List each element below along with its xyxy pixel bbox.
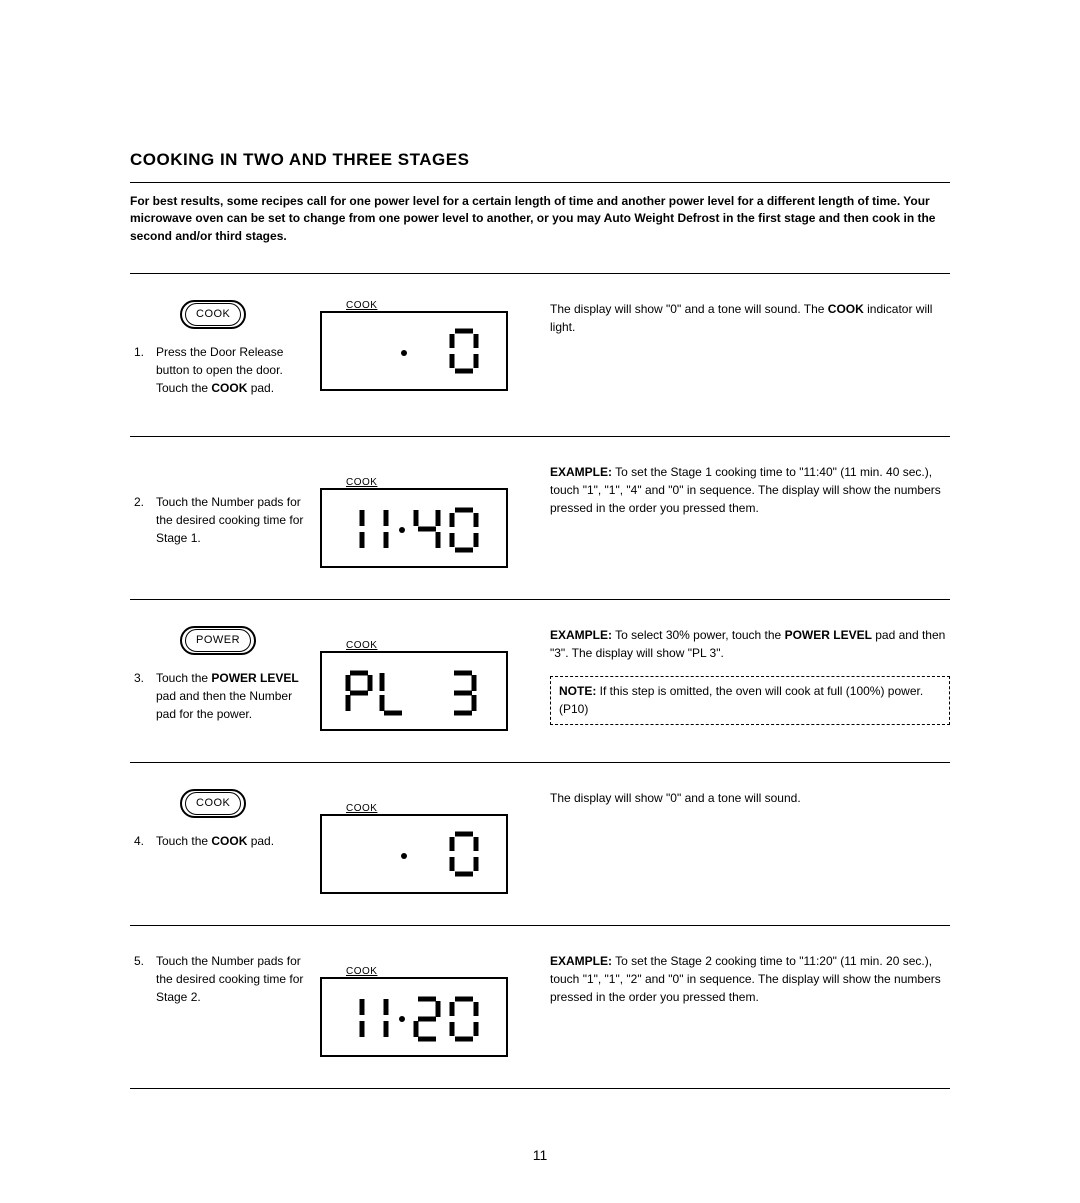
note-box: NOTE: If this step is omitted, the oven … bbox=[550, 676, 950, 725]
step-1-right: The display will show "0" and a tone wil… bbox=[550, 300, 950, 336]
step-number: 4. bbox=[130, 832, 144, 850]
cook-button: COOK bbox=[180, 300, 246, 329]
divider bbox=[130, 273, 950, 274]
lcd-indicator-label: COOK bbox=[346, 640, 377, 651]
step-number: 1. bbox=[130, 343, 144, 361]
step-5-text: Touch the Number pads for the desired co… bbox=[156, 952, 310, 1006]
step-1-display: COOK bbox=[320, 300, 540, 391]
lcd-digits-icon bbox=[334, 989, 494, 1045]
step-5: 5. Touch the Number pads for the desired… bbox=[130, 942, 950, 1072]
step-1-left: COOK 1. Press the Door Release button to… bbox=[130, 300, 310, 397]
step-5-display: COOK bbox=[320, 952, 540, 1057]
step-2-display: COOK bbox=[320, 463, 540, 568]
step-2-left: 2. Touch the Number pads for the desired… bbox=[130, 463, 310, 547]
cook-button-label: COOK bbox=[185, 792, 241, 815]
cook-button-label: COOK bbox=[185, 303, 241, 326]
step-4-text: Touch the COOK pad. bbox=[156, 832, 274, 850]
step-2: 2. Touch the Number pads for the desired… bbox=[130, 453, 950, 583]
step-number: 3. bbox=[130, 669, 144, 687]
step-2-right: EXAMPLE: To set the Stage 1 cooking time… bbox=[550, 463, 950, 517]
step-number: 5. bbox=[130, 952, 144, 970]
intro-paragraph: For best results, some recipes call for … bbox=[130, 193, 950, 245]
step-5-left: 5. Touch the Number pads for the desired… bbox=[130, 952, 310, 1006]
manual-page: COOKING IN TWO AND THREE STAGES For best… bbox=[0, 0, 1080, 1203]
lcd-screen bbox=[320, 814, 508, 894]
power-button-label: POWER bbox=[185, 629, 251, 652]
lcd-digits-icon bbox=[334, 500, 494, 556]
lcd-screen bbox=[320, 311, 508, 391]
divider bbox=[130, 762, 950, 763]
step-number: 2. bbox=[130, 493, 144, 511]
section-title: COOKING IN TWO AND THREE STAGES bbox=[130, 150, 950, 170]
step-1-text: Press the Door Release button to open th… bbox=[156, 343, 310, 397]
page-number: 11 bbox=[130, 1127, 950, 1163]
step-3: POWER 3. Touch the POWER LEVEL pad and t… bbox=[130, 616, 950, 746]
step-3-display: COOK bbox=[320, 626, 540, 731]
lcd-screen bbox=[320, 651, 508, 731]
step-4-left: COOK 4. Touch the COOK pad. bbox=[130, 789, 310, 850]
lcd-screen bbox=[320, 977, 508, 1057]
title-rule bbox=[130, 182, 950, 183]
step-4-display: COOK bbox=[320, 789, 540, 894]
lcd-digits-icon bbox=[334, 826, 494, 882]
cook-button: COOK bbox=[180, 789, 246, 818]
lcd-indicator-label: COOK bbox=[346, 966, 377, 977]
step-1: COOK 1. Press the Door Release button to… bbox=[130, 290, 950, 420]
divider bbox=[130, 436, 950, 437]
lcd-digits-icon bbox=[334, 323, 494, 379]
divider bbox=[130, 1088, 950, 1089]
step-3-text: Touch the POWER LEVEL pad and then the N… bbox=[156, 669, 310, 723]
lcd-indicator-label: COOK bbox=[346, 477, 377, 488]
step-5-right: EXAMPLE: To set the Stage 2 cooking time… bbox=[550, 952, 950, 1006]
divider bbox=[130, 599, 950, 600]
lcd-screen bbox=[320, 488, 508, 568]
power-button: POWER bbox=[180, 626, 256, 655]
lcd-digits-icon bbox=[334, 663, 494, 719]
step-3-right: EXAMPLE: To select 30% power, touch the … bbox=[550, 626, 950, 725]
step-4-right: The display will show "0" and a tone wil… bbox=[550, 789, 950, 807]
step-3-left: POWER 3. Touch the POWER LEVEL pad and t… bbox=[130, 626, 310, 723]
step-2-text: Touch the Number pads for the desired co… bbox=[156, 493, 310, 547]
lcd-indicator-label: COOK bbox=[346, 803, 377, 814]
step-4: COOK 4. Touch the COOK pad. COOK bbox=[130, 779, 950, 909]
lcd-indicator-label: COOK bbox=[346, 300, 377, 311]
divider bbox=[130, 925, 950, 926]
